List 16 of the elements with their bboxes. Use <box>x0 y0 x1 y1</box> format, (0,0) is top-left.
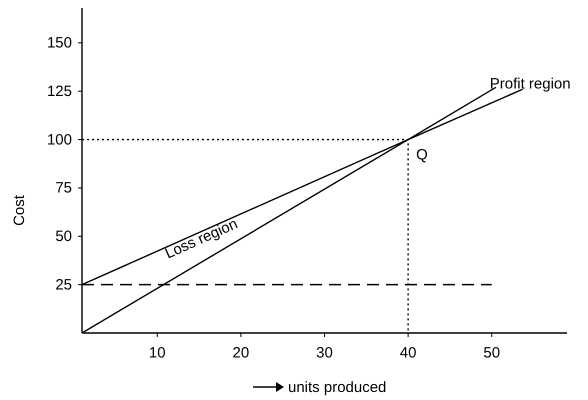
x-axis-title: units produced <box>288 379 386 396</box>
y-tick-label: 150 <box>46 34 72 52</box>
y-tick-label: 125 <box>46 82 72 100</box>
y-tick-label: 75 <box>55 180 72 197</box>
x-tick-label: 50 <box>483 344 500 362</box>
y-tick-label: 100 <box>46 131 72 148</box>
x-tick-label: 30 <box>316 344 333 362</box>
y-tick-label: 50 <box>55 228 72 246</box>
y-tick-label: 25 <box>55 276 72 294</box>
x-tick-label: 40 <box>400 344 416 362</box>
y-axis-title: Cost <box>11 194 28 226</box>
annotation: Profit region <box>490 76 571 93</box>
x-tick-label: 10 <box>148 344 166 362</box>
annotation: Loss region <box>162 215 240 262</box>
annotation: Q <box>416 146 428 164</box>
x-tick-label: 20 <box>232 344 250 362</box>
